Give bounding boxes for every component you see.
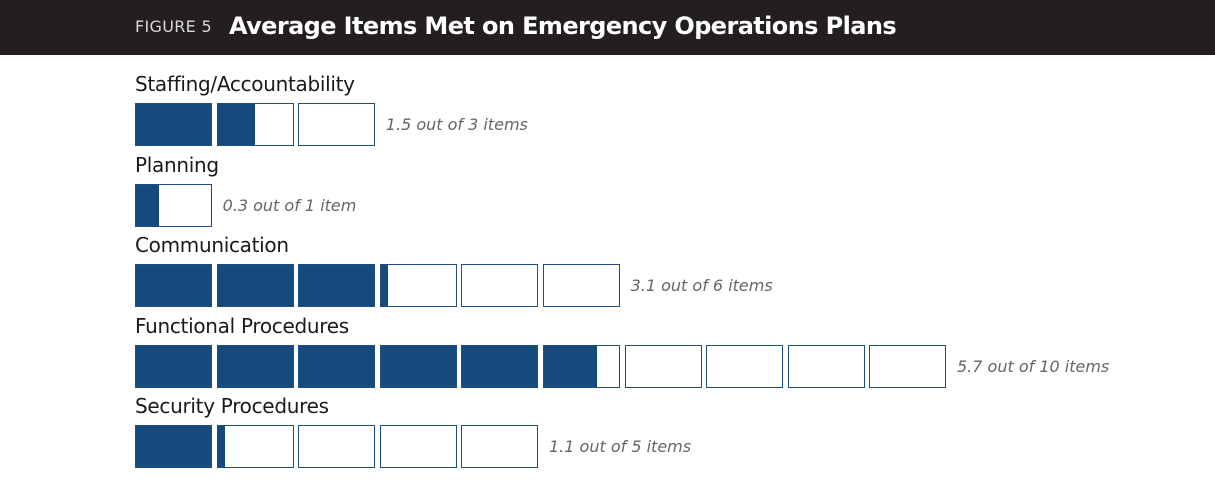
value-label: 3.1 out of 6 items <box>630 276 773 295</box>
item-box <box>706 345 784 388</box>
item-box <box>135 345 212 388</box>
item-box <box>135 425 212 468</box>
figure-header: FIGURE 5 Average Items Met on Emergency … <box>0 0 1215 55</box>
item-box-fill <box>136 104 211 145</box>
item-box <box>216 103 294 146</box>
item-box <box>216 264 294 307</box>
category-label: Communication <box>135 233 289 257</box>
category-label: Staffing/Accountability <box>135 72 355 96</box>
item-box-fill <box>136 426 211 467</box>
category-label: Functional Procedures <box>135 314 349 338</box>
item-box <box>216 425 294 468</box>
item-box <box>135 103 212 146</box>
item-box-fill <box>299 265 375 306</box>
value-label: 1.1 out of 5 items <box>549 437 692 456</box>
item-box-fill <box>380 265 389 306</box>
item-box <box>869 345 947 388</box>
item-box <box>379 425 457 468</box>
item-box-fill <box>299 346 375 387</box>
item-box <box>461 345 539 388</box>
item-box <box>298 264 376 307</box>
item-box <box>216 345 294 388</box>
item-box-fill <box>217 104 256 145</box>
value-label: 0.3 out of 1 item <box>222 196 357 215</box>
item-box-fill <box>217 346 293 387</box>
item-box <box>379 264 457 307</box>
item-box-fill <box>136 346 211 387</box>
value-label: 5.7 out of 10 items <box>957 357 1110 376</box>
item-box-fill <box>136 265 211 306</box>
item-box <box>135 264 212 307</box>
value-label: 1.5 out of 3 items <box>385 115 528 134</box>
figure-number: FIGURE 5 <box>135 17 212 36</box>
item-box <box>624 345 702 388</box>
item-box-fill <box>462 346 538 387</box>
item-box <box>543 345 620 388</box>
item-box <box>461 425 539 468</box>
category-label: Planning <box>135 153 219 177</box>
item-box-fill <box>136 185 159 226</box>
item-box <box>135 184 212 227</box>
item-box <box>379 345 457 388</box>
item-box-fill <box>217 426 226 467</box>
item-box <box>298 425 376 468</box>
item-box <box>298 103 376 146</box>
item-box-fill <box>380 346 456 387</box>
figure-title: Average Items Met on Emergency Operation… <box>229 12 897 40</box>
category-label: Security Procedures <box>135 394 329 418</box>
item-box-fill <box>217 265 293 306</box>
item-box <box>298 345 376 388</box>
item-box <box>543 264 620 307</box>
item-box <box>461 264 539 307</box>
item-box-fill <box>544 346 597 387</box>
item-box <box>787 345 865 388</box>
